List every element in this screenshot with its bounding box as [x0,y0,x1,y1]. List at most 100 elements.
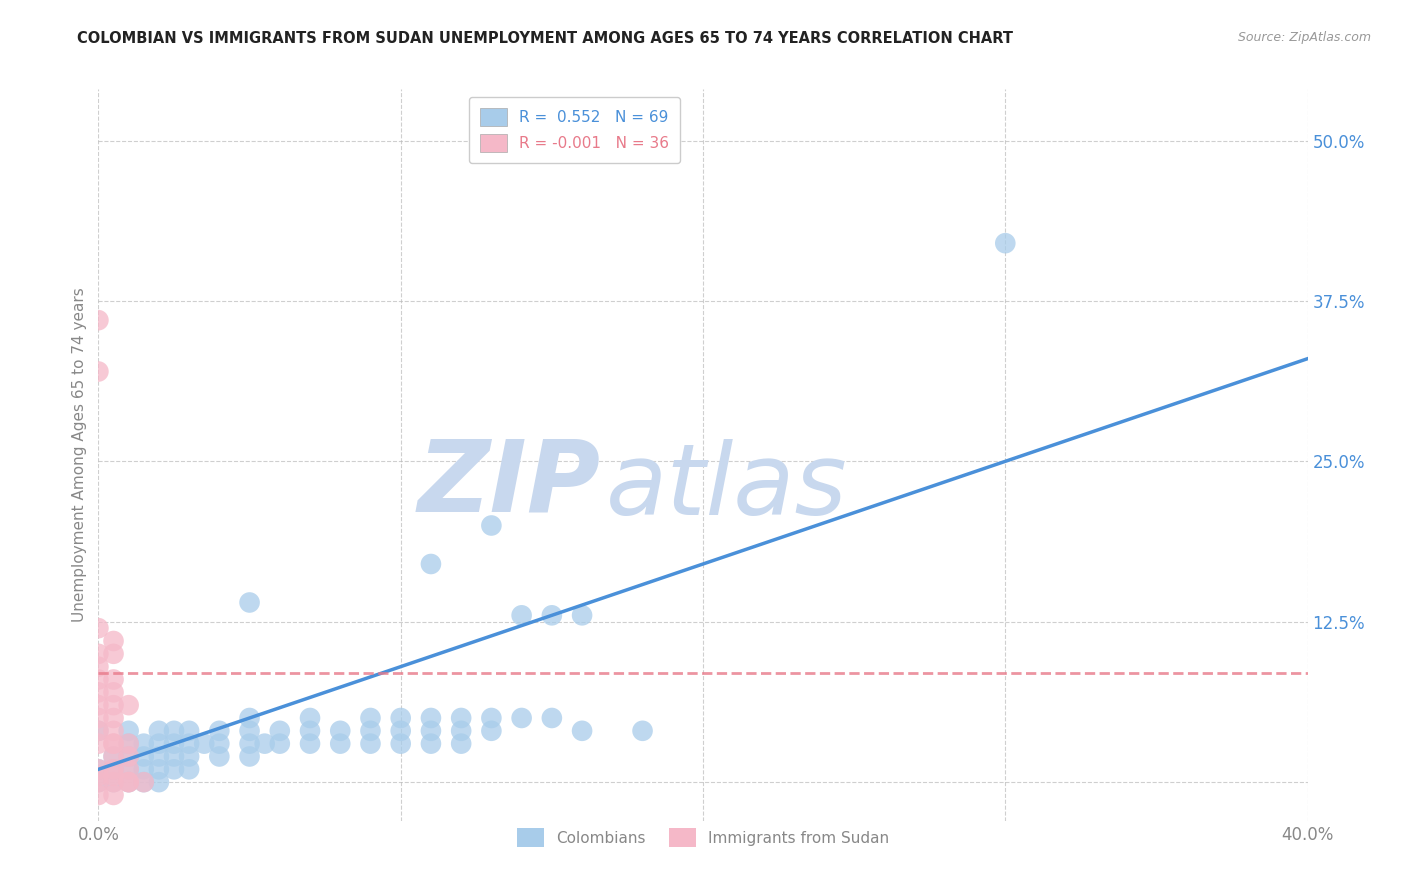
Point [360,711,382,725]
Point [118,749,141,764]
Point [118,698,141,713]
Point [540,608,562,623]
Point [148,775,170,789]
Point [269,723,291,738]
Y-axis label: Unemployment Among Ages 65 to 74 years: Unemployment Among Ages 65 to 74 years [72,287,87,623]
Point [450,737,472,751]
Point [87,313,110,327]
Point [299,711,322,725]
Point [148,737,170,751]
Point [87,737,110,751]
Point [103,723,125,738]
Point [87,711,110,725]
Point [571,723,593,738]
Point [994,236,1017,251]
Point [103,769,125,783]
Point [631,723,654,738]
Point [118,775,141,789]
Point [103,698,125,713]
Point [420,557,443,571]
Point [540,711,562,725]
Point [87,762,110,776]
Point [360,737,382,751]
Point [118,775,141,789]
Point [389,723,412,738]
Point [329,737,352,751]
Point [163,737,186,751]
Point [103,737,125,751]
Point [481,518,503,533]
Point [103,711,125,725]
Point [208,737,231,751]
Point [103,762,125,776]
Point [269,737,291,751]
Point [87,659,110,673]
Point [299,723,322,738]
Point [118,775,141,789]
Point [87,621,110,635]
Point [193,737,215,751]
Point [132,775,155,789]
Point [148,749,170,764]
Point [420,737,443,751]
Point [87,685,110,699]
Point [118,737,141,751]
Point [103,775,125,789]
Point [481,723,503,738]
Point [87,723,110,738]
Point [103,788,125,802]
Point [87,788,110,802]
Point [450,711,472,725]
Point [118,749,141,764]
Point [360,723,382,738]
Point [420,711,443,725]
Point [132,749,155,764]
Point [389,711,412,725]
Text: COLOMBIAN VS IMMIGRANTS FROM SUDAN UNEMPLOYMENT AMONG AGES 65 TO 74 YEARS CORREL: COLOMBIAN VS IMMIGRANTS FROM SUDAN UNEMP… [77,31,1014,46]
Point [510,608,533,623]
Point [87,723,110,738]
Point [208,723,231,738]
Point [87,647,110,661]
Point [299,737,322,751]
Point [253,737,276,751]
Point [118,762,141,776]
Point [163,762,186,776]
Point [103,634,125,648]
Point [87,364,110,378]
Point [510,711,533,725]
Text: atlas: atlas [606,440,848,536]
Point [87,775,110,789]
Point [239,723,262,738]
Point [87,673,110,687]
Point [118,737,141,751]
Point [179,737,201,751]
Point [132,775,155,789]
Legend: Colombians, Immigrants from Sudan: Colombians, Immigrants from Sudan [510,822,896,854]
Point [103,647,125,661]
Point [239,749,262,764]
Point [118,762,141,776]
Point [87,698,110,713]
Point [103,749,125,764]
Point [571,608,593,623]
Point [329,723,352,738]
Point [239,595,262,609]
Point [103,749,125,764]
Point [103,775,125,789]
Point [132,737,155,751]
Point [103,737,125,751]
Point [148,762,170,776]
Point [420,723,443,738]
Point [118,723,141,738]
Point [87,762,110,776]
Text: Source: ZipAtlas.com: Source: ZipAtlas.com [1237,31,1371,45]
Point [239,711,262,725]
Point [103,762,125,776]
Point [103,673,125,687]
Point [450,723,472,738]
Point [179,762,201,776]
Point [239,737,262,751]
Point [87,769,110,783]
Point [132,762,155,776]
